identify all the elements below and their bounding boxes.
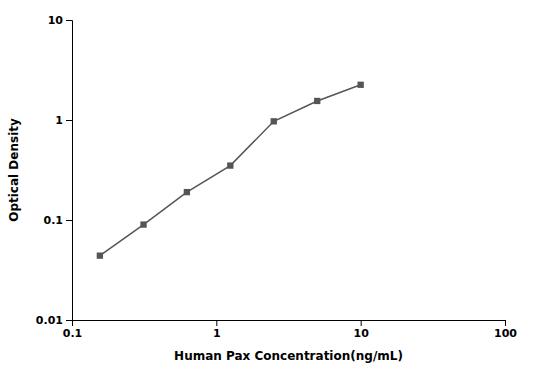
- tick-label: 10: [48, 14, 64, 27]
- line: [100, 85, 361, 256]
- plot: 0.11101000.010.1110: [36, 14, 517, 340]
- tick: 0.1: [63, 320, 83, 340]
- tick-label: 0.1: [63, 327, 83, 340]
- tick-mark: [66, 220, 72, 221]
- tick: 0.01: [36, 314, 72, 327]
- tick: 10: [354, 320, 370, 340]
- marker: [184, 189, 190, 195]
- tick-label: 0.1: [44, 214, 64, 227]
- tick: 10: [48, 14, 72, 27]
- tick: 0.1: [44, 214, 73, 227]
- chart: 0.11101000.010.1110Human Pax Concentrati…: [0, 0, 533, 372]
- marker: [140, 221, 146, 227]
- tick-mark: [505, 320, 506, 326]
- tick: 100: [494, 320, 517, 340]
- axis-line: [66, 21, 73, 321]
- axis-line: [73, 321, 506, 327]
- y-axis-title: Optical Density: [7, 118, 21, 222]
- tick-label: 100: [494, 327, 517, 340]
- tick-mark: [66, 20, 72, 21]
- marker: [314, 98, 320, 104]
- marker: [271, 118, 277, 124]
- tick-label: 1: [213, 327, 221, 340]
- tick-label: 0.01: [36, 314, 63, 327]
- marker: [97, 252, 103, 258]
- tick-label: 10: [354, 327, 370, 340]
- tick-mark: [361, 320, 362, 326]
- marker: [358, 82, 364, 88]
- x-axis: 0.1 1 10 100: [63, 320, 518, 340]
- x-axis-title: Human Pax Concentration(ng/mL): [174, 349, 403, 363]
- y-axis: 0.01 0.1 1 10: [36, 14, 73, 327]
- tick-mark: [216, 320, 217, 326]
- tick-mark: [66, 120, 72, 121]
- tick-mark: [66, 320, 72, 321]
- data-layer: [97, 82, 364, 259]
- marker: [227, 162, 233, 168]
- tick-label: 1: [55, 114, 63, 127]
- tick: 1: [55, 114, 72, 127]
- tick: 1: [213, 320, 221, 340]
